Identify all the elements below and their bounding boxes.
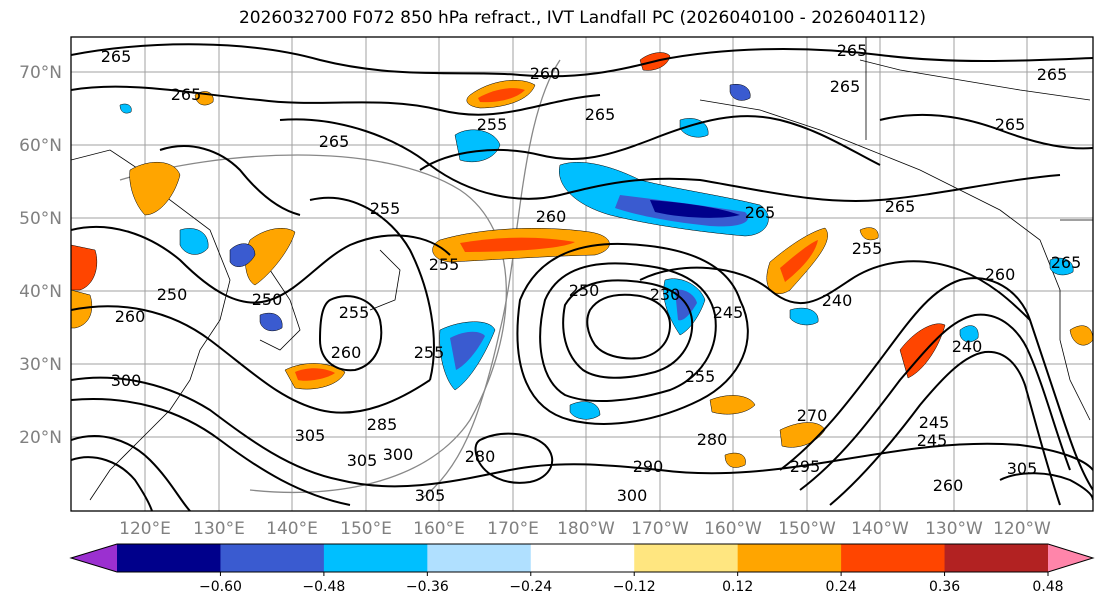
colorbar-bin — [220, 544, 325, 572]
lat-label: 70°N — [19, 63, 62, 83]
lat-label: 20°N — [19, 428, 62, 448]
contour-label: 305 — [1007, 459, 1038, 478]
lon-label: 180°W — [557, 519, 615, 539]
contour-label: 265 — [101, 47, 132, 66]
contour-label: 230 — [650, 285, 681, 304]
colorbar-bin — [634, 544, 739, 572]
lat-label: 50°N — [19, 209, 62, 229]
contour-label: 285 — [367, 415, 398, 434]
contour-label: 265 — [830, 77, 861, 96]
latitude-axis: 70°N 60°N 50°N 40°N 30°N 20°N — [19, 63, 62, 448]
contour-label: 280 — [697, 430, 728, 449]
contour-label: 260 — [933, 476, 964, 495]
colorbar-extend-high — [1048, 544, 1093, 572]
lon-label: 120°E — [119, 519, 171, 539]
lon-label: 130°E — [193, 519, 245, 539]
colorbar-tick-label: 0.12 — [722, 579, 753, 595]
contour-label: 300 — [617, 486, 648, 505]
contour-label: 305 — [295, 426, 326, 445]
colorbar-tick-label: −0.24 — [509, 579, 552, 595]
contour-label: 260 — [985, 265, 1016, 284]
contour-label: 255 — [685, 367, 716, 386]
longitude-axis: 120°E 130°E 140°E 150°E 160°E 170°E 180°… — [119, 519, 1051, 539]
colorbar-tick-label: 0.36 — [929, 579, 960, 595]
colorbar-bin — [944, 544, 1049, 572]
lon-label: 150°W — [778, 519, 836, 539]
contour-label: 300 — [383, 445, 414, 464]
lat-label: 30°N — [19, 355, 62, 375]
contour-label: 245 — [919, 413, 950, 432]
contour-label: 265 — [837, 41, 868, 60]
lon-label: 160°W — [704, 519, 762, 539]
contour-label: 245 — [917, 431, 948, 450]
colorbar-bin — [841, 544, 946, 572]
contour-label: 240 — [822, 291, 853, 310]
lon-label: 150°E — [340, 519, 392, 539]
contour-label: 305 — [347, 451, 378, 470]
refractivity-contours — [71, 43, 1093, 511]
colorbar-outline — [69, 543, 1095, 573]
colorbar-bin — [323, 544, 428, 572]
colorbar-tick-label: −0.48 — [302, 579, 345, 595]
contour-label: 255 — [414, 343, 445, 362]
colorbar: −0.60 −0.48 −0.36 −0.24 −0.12 0.12 0.24 0.36 0.4… — [69, 543, 1095, 595]
colorbar-bin — [737, 544, 842, 572]
contour-label: 250 — [252, 290, 283, 309]
lon-label: 140°E — [266, 519, 318, 539]
lon-label: 170°W — [631, 519, 689, 539]
colorbar-tick-label: −0.36 — [406, 579, 449, 595]
contour-label: 265 — [1051, 253, 1082, 272]
contour-label: 265 — [171, 85, 202, 104]
colorbar-bin — [530, 544, 635, 572]
colorbar-extend-low — [71, 544, 117, 572]
contour-label: 255 — [477, 115, 508, 134]
lat-label: 60°N — [19, 136, 62, 156]
contour-label: 270 — [797, 406, 828, 425]
contour-label: 260 — [115, 307, 146, 326]
lon-label: 170°E — [487, 519, 539, 539]
lat-label: 40°N — [19, 282, 62, 302]
contour-label: 265 — [1037, 65, 1068, 84]
contour-label: 260 — [331, 343, 362, 362]
colorbar-bin — [117, 544, 221, 572]
contour-labels: 265 265 260 265 265 255 265 265 265 255 … — [101, 41, 1082, 505]
contour-label: 260 — [536, 207, 567, 226]
contour-label: 290 — [633, 457, 664, 476]
contour-label: 250 — [157, 285, 188, 304]
contour-label: 255 — [429, 255, 460, 274]
positive-anomaly-shading — [71, 52, 1093, 468]
colorbar-tick-label: 0.24 — [826, 579, 857, 595]
colorbar-tick-label: −0.60 — [199, 579, 242, 595]
colorbar-bin — [427, 544, 532, 572]
contour-label: 265 — [585, 105, 616, 124]
contour-label: 305 — [415, 486, 446, 505]
lon-label: 120°W — [993, 519, 1051, 539]
lon-label: 160°E — [413, 519, 465, 539]
contour-label: 255 — [370, 199, 401, 218]
contour-label: 265 — [995, 115, 1026, 134]
map-title: 2026032700 F072 850 hPa refract., IVT La… — [238, 8, 926, 28]
contour-label: 255 — [852, 239, 883, 258]
contour-label: 260 — [530, 64, 561, 83]
map-frame — [70, 36, 1094, 512]
negative-anomaly-shading — [119, 84, 1074, 420]
contour-label: 300 — [111, 371, 142, 390]
landfall-region-arcs — [119, 59, 561, 501]
contour-label: 265 — [319, 132, 350, 151]
contour-label: 245 — [713, 303, 744, 322]
contour-label: 255 — [339, 303, 370, 322]
contour-label: 280 — [465, 447, 496, 466]
graticule — [71, 37, 1093, 511]
contour-label: 265 — [745, 203, 776, 222]
colorbar-tick-label: −0.12 — [613, 579, 656, 595]
contour-label: 250 — [569, 281, 600, 300]
colorbar-tick-label: 0.48 — [1032, 579, 1063, 595]
lon-label: 140°W — [851, 519, 909, 539]
contour-label: 240 — [952, 337, 983, 356]
contour-label: 265 — [885, 197, 916, 216]
contour-label: 295 — [790, 457, 821, 476]
lon-label: 130°W — [925, 519, 983, 539]
